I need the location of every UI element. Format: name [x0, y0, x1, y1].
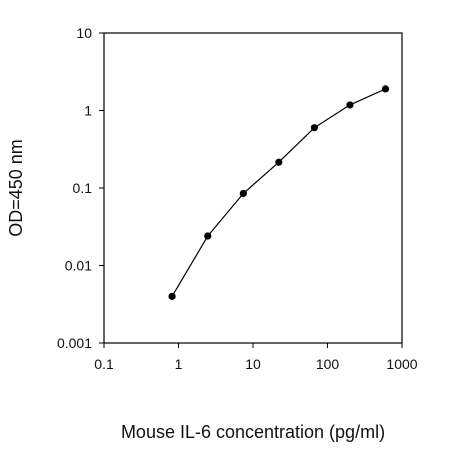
y-tick-label: 0.01	[65, 258, 92, 274]
data-point	[275, 158, 283, 166]
x-tick-label: 0.1	[94, 356, 114, 372]
y-axis-title: OD=450 nm	[6, 139, 26, 237]
data-point	[346, 101, 354, 109]
data-point	[168, 292, 176, 300]
y-tick-label: 0.001	[57, 335, 92, 351]
x-axis: 0.1 1 10 100 1000	[94, 343, 418, 372]
data-point	[310, 124, 318, 132]
data-point	[381, 85, 390, 93]
x-tick-label: 100	[316, 356, 340, 372]
y-tick-label: 0.1	[73, 180, 93, 196]
x-axis-title: Mouse IL-6 concentration (pg/ml)	[121, 422, 385, 442]
series-points	[168, 85, 390, 300]
plot-area	[103, 32, 403, 344]
y-tick-label: 1	[84, 103, 92, 119]
data-point	[239, 189, 247, 198]
x-tick-label: 10	[245, 356, 261, 372]
data-point	[204, 232, 212, 240]
y-axis: 0.001 0.01 0.1 1 10	[57, 25, 104, 351]
y-tick-label: 10	[76, 25, 92, 41]
x-tick-label: 1	[175, 356, 183, 372]
x-tick-label: 1000	[386, 356, 417, 372]
